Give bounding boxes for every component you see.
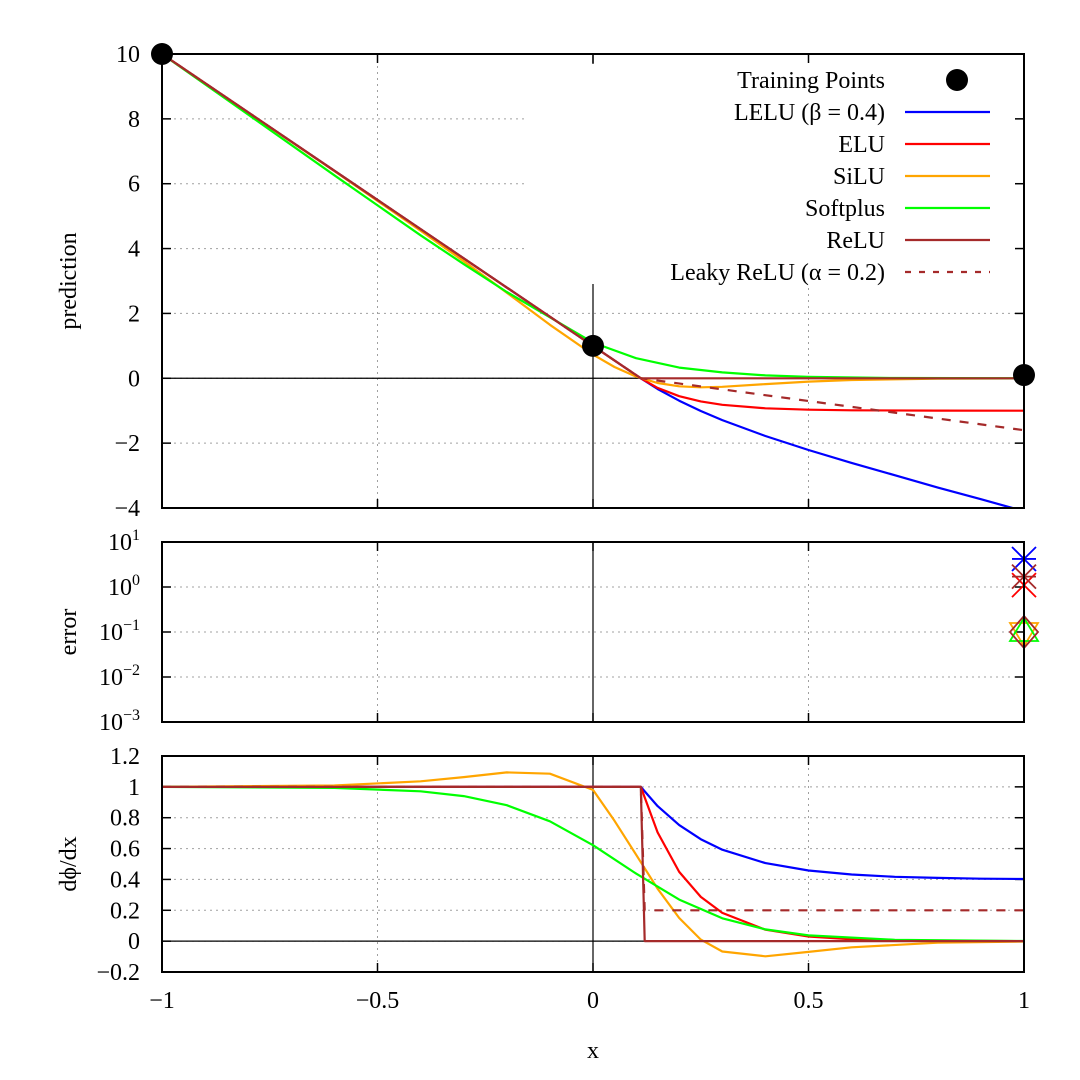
series-line-leaky-relu-0-2 xyxy=(162,54,1024,432)
y-tick-label: −0.2 xyxy=(96,960,140,986)
y-tick-label: −4 xyxy=(114,496,140,522)
y-tick-label-base: 10 xyxy=(99,710,123,736)
y-tick-label: 10−2 xyxy=(99,662,140,691)
legend-label: SiLU xyxy=(833,164,885,190)
y-tick-label: 0 xyxy=(128,366,140,392)
y-tick-label: 10−1 xyxy=(99,617,140,646)
y-axis-label: error xyxy=(56,609,82,656)
legend-label: Softplus xyxy=(805,196,885,222)
y-tick-label-exponent: 0 xyxy=(132,572,140,589)
y-tick-label-base: 10 xyxy=(108,575,132,601)
y-tick-label: 0.2 xyxy=(110,898,140,924)
x-tick-label: 1 xyxy=(1018,988,1030,1014)
y-tick-label: 1 xyxy=(128,775,140,801)
plot-frame xyxy=(161,755,1025,973)
x-tick-label: −1 xyxy=(149,988,175,1014)
y-tick-label: 0.4 xyxy=(110,867,140,893)
y-axis-label: dϕ/dx xyxy=(56,836,82,891)
legend-label: ReLU xyxy=(826,228,885,254)
legend-background xyxy=(525,64,1015,284)
series-line-softplus xyxy=(162,785,1024,943)
legend-label: Training Points xyxy=(737,68,885,94)
y-tick-label-exponent: −2 xyxy=(123,662,140,679)
panel-derivative: 1.2 1 0.8 0.6 0.4 0.2 0 −0.2 dϕ/dx −1 −0.5 0 0.5 1 x xyxy=(56,744,1030,1064)
y-tick-label: 101 xyxy=(108,527,140,556)
x-tick-label: 0.5 xyxy=(794,988,824,1014)
x-tick-label: 0 xyxy=(587,988,599,1014)
legend-marker-training-points xyxy=(946,69,968,91)
legend-label: LELU (β = 0.4) xyxy=(734,100,885,126)
y-tick-label-exponent: −3 xyxy=(123,707,140,724)
y-tick-label: 100 xyxy=(108,572,140,601)
y-tick-label: 0.6 xyxy=(110,837,140,863)
y-tick-label: 4 xyxy=(128,237,140,263)
series-line-lelu-0-4 xyxy=(162,785,1024,881)
legend-label: ELU xyxy=(838,132,885,158)
x-axis-label: x xyxy=(587,1038,599,1064)
plot-frame xyxy=(161,541,1025,723)
y-tick-label-base: 10 xyxy=(99,620,123,646)
y-tick-label: 8 xyxy=(128,107,140,133)
y-tick-label-exponent: −1 xyxy=(123,617,140,634)
y-tick-label: 10 xyxy=(116,42,140,68)
series-line-silu xyxy=(162,771,1024,958)
y-tick-label: 6 xyxy=(128,172,140,198)
legend: Training Points LELU (β = 0.4) ELU SiLU Soft… xyxy=(670,68,990,286)
y-axis-label: prediction xyxy=(56,232,82,329)
y-tick-label: 0.8 xyxy=(110,806,140,832)
y-tick-label: 10−3 xyxy=(99,707,140,736)
series-line-elu xyxy=(162,54,1024,412)
y-tick-label-exponent: 1 xyxy=(132,527,140,544)
x-tick-label: −0.5 xyxy=(356,988,400,1014)
y-tick-label: 2 xyxy=(128,301,140,327)
legend-label: Leaky ReLU (α = 0.2) xyxy=(670,260,885,286)
y-tick-label-base: 10 xyxy=(99,665,123,691)
y-tick-label-base: 10 xyxy=(108,530,132,556)
series-line-leaky-relu-0-2 xyxy=(162,785,1024,912)
y-tick-label: −2 xyxy=(114,431,140,457)
plot-frame xyxy=(161,53,1025,509)
y-tick-label: 0 xyxy=(128,929,140,955)
y-tick-label: 1.2 xyxy=(110,744,140,770)
training-point xyxy=(582,334,604,357)
panel-prediction: 10 8 6 4 2 0 −2 −4 prediction Training Points LELU… xyxy=(56,42,1035,522)
